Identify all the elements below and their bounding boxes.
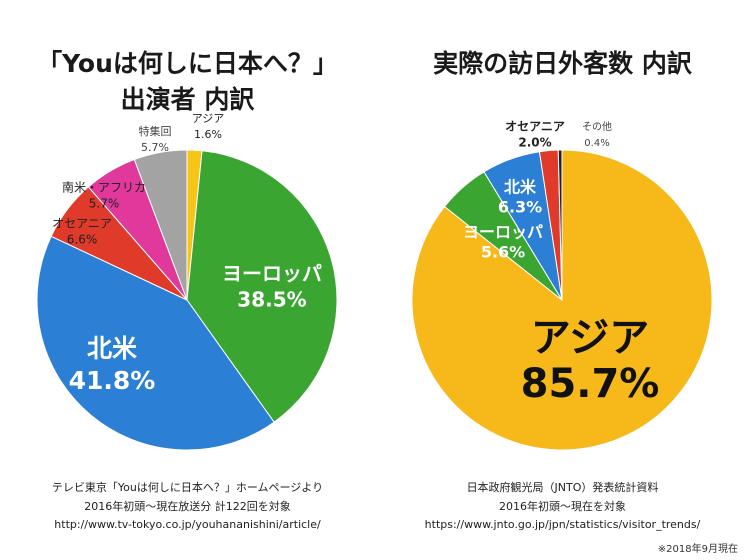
- right-chart-panel: 実際の訪日外客数 内訳 アジア 85.7% ヨーロッパ 5.6% 北米 6.3% オセアニア…: [375, 0, 750, 560]
- pie-slice-left-2: [36, 235, 275, 451]
- slice-value-label: 2.0%: [518, 136, 551, 150]
- pie-slice-left-5: [133, 149, 188, 301]
- left-source-line1: テレビ東京「Youは何しに日本へ？」ホームページより: [51, 481, 324, 494]
- right-source-line3: https://www.jnto.go.jp/jpn/statistics/vi…: [424, 518, 701, 531]
- left-source-line3: http://www.tv-tokyo.co.jp/youhananishini…: [54, 518, 321, 531]
- left-chart-panel: 「Youは何しに日本へ？」 出演者 内訳 アジア 1.6% ヨーロッパ 38.5% 北米…: [36, 49, 338, 531]
- footnote: ※2018年9月現在: [657, 544, 738, 555]
- slice-label: 北米: [87, 334, 138, 363]
- slice-value-label: 5.7%: [89, 197, 120, 211]
- slice-label: 特集回: [139, 124, 172, 138]
- slice-value-label: 5.7%: [141, 141, 169, 154]
- pie-slice-right-4: [557, 149, 563, 301]
- slice-value-label: 41.8%: [69, 366, 156, 395]
- slice-label: 北米: [504, 178, 537, 197]
- left-source-line2: 2016年初頭〜現在放送分 計122回を対象: [84, 500, 291, 513]
- slice-value-label: 6.3%: [498, 198, 542, 217]
- right-chart-title: 実際の訪日外客数 内訳: [433, 49, 692, 78]
- slice-value-label: 0.4%: [584, 138, 609, 149]
- slice-value-label: 5.6%: [481, 243, 525, 262]
- slice-value-label: 1.6%: [194, 128, 222, 141]
- slice-label: 南米・アフリカ: [62, 180, 146, 195]
- right-source-line2: 2016年初頭〜現在を対象: [499, 500, 626, 513]
- left-chart-title-line2: 出演者 内訳: [120, 85, 255, 114]
- slice-label: ヨーロッパ: [463, 223, 543, 242]
- pie-slice-right-0: [411, 149, 713, 451]
- slice-label: その他: [582, 120, 612, 133]
- left-chart-title-line1: 「Youは何しに日本へ？」: [37, 49, 338, 78]
- slice-value-label: 38.5%: [237, 288, 306, 312]
- slice-label: オセアニア: [52, 217, 112, 231]
- slice-value-label: 85.7%: [521, 361, 660, 407]
- slice-label: アジア: [192, 112, 225, 125]
- slice-label: アジア: [531, 315, 649, 361]
- right-source-line1: 日本政府観光局（JNTO）発表統計資料: [466, 481, 659, 494]
- slice-label: オセアニア: [505, 120, 565, 134]
- slice-label: ヨーロッパ: [222, 262, 322, 286]
- slice-value-label: 6.6%: [67, 233, 98, 247]
- pie-slice-left-1: [186, 150, 338, 423]
